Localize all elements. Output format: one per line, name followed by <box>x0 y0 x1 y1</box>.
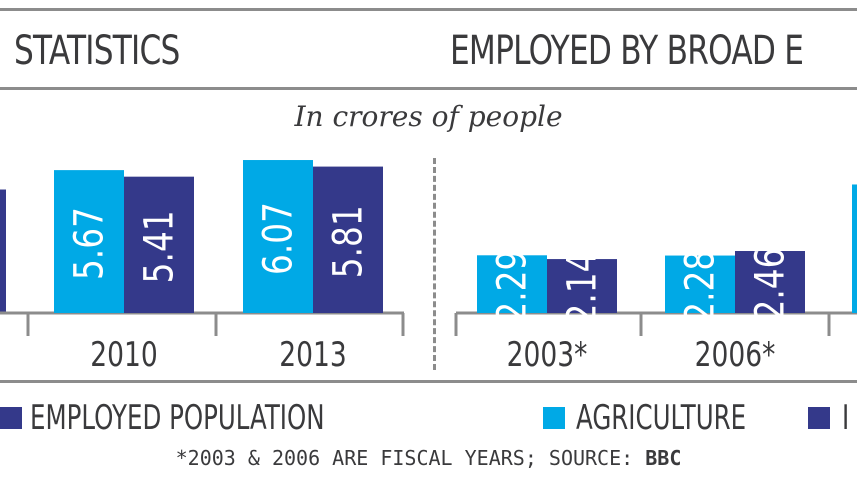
panel-divider <box>433 158 436 370</box>
heading-right: EMPLOYED BY BROAD E <box>450 28 804 74</box>
bar-2006-s2 <box>735 251 805 313</box>
bar-2010-s1-label: 5.67 <box>65 207 112 280</box>
heading-left: STATISTICS <box>14 28 180 74</box>
top-rule <box>0 8 857 11</box>
bar-partial-left <box>0 189 6 313</box>
x-tick-label-2006: 2006* <box>695 336 776 375</box>
footnote-source: BBC <box>645 446 682 470</box>
x-tick-label-2013: 2013 <box>279 336 346 375</box>
bar-2010-s1 <box>54 170 124 313</box>
bar-2003-s1 <box>477 255 547 313</box>
legend-label-employed: EMPLOYED POPULATION <box>30 398 325 438</box>
bar-2013-s1 <box>243 160 313 313</box>
legend-swatch-employed <box>0 407 22 429</box>
legend-swatch-agriculture <box>543 407 565 429</box>
chart-subtitle: In crores of people <box>294 100 563 133</box>
bar-partial-right <box>852 184 857 313</box>
bar-chart: 5.67 5.41 2010 6.07 5.81 2013 2.29 2.14 2003* 2.2… <box>0 160 857 375</box>
bar-2013-s1-label: 6.07 <box>254 202 301 275</box>
x-tick-label-2003: 2003* <box>507 336 588 375</box>
bar-2003-s1-label: 2.29 <box>488 250 535 323</box>
bar-2013-s2 <box>313 166 383 313</box>
legend-label-third: I <box>842 398 850 438</box>
bar-2006-s1 <box>665 255 735 313</box>
bar-2003-s2-label: 2.14 <box>558 252 605 325</box>
footnote: *2003 & 2006 ARE FISCAL YEARS; SOURCE: B… <box>0 446 857 470</box>
bar-2010-s2 <box>124 176 194 313</box>
x-tick-label-2010: 2010 <box>90 336 157 375</box>
bar-2013-s2-label: 5.81 <box>324 205 371 278</box>
legend-label-agriculture: AGRICULTURE <box>576 398 747 438</box>
legend-swatch-third <box>808 407 830 429</box>
bar-2006-s2-label: 2.46 <box>746 247 793 320</box>
legend-rule <box>0 380 857 383</box>
footnote-text: *2003 & 2006 ARE FISCAL YEARS; SOURCE: <box>175 446 646 470</box>
bar-2010-s2-label: 5.41 <box>135 210 182 283</box>
bar-2003-s2 <box>547 259 617 313</box>
bar-2006-s1-label: 2.28 <box>676 250 723 323</box>
header-rule <box>0 87 857 90</box>
